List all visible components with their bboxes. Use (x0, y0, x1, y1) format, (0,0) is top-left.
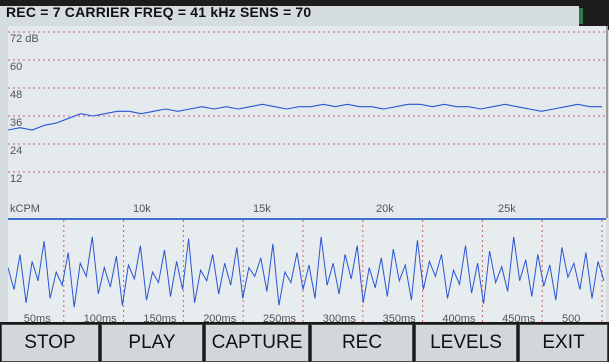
levels-y-tick: 12 (10, 173, 22, 185)
spectrum-chart-panel: 50ms 100ms 150ms 200ms 250ms 300ms 350ms 400ms 4… (7, 218, 606, 325)
top-bezel (0, 0, 609, 6)
levels-x-tick: 20k (376, 203, 394, 215)
button-bar: STOP PLAY CAPTURE REC LEVELS EXIT (0, 322, 609, 362)
status-indicator (579, 8, 583, 24)
levels-x-tick: 10k (133, 203, 151, 215)
levels-y-tick: 72 dB (10, 33, 39, 45)
stop-button[interactable]: STOP (1, 324, 99, 362)
levels-button[interactable]: LEVELS (415, 324, 517, 362)
levels-y-tick: 60 (10, 61, 22, 73)
rec-button[interactable]: REC (311, 324, 413, 362)
levels-y-tick: 36 (10, 117, 22, 129)
levels-chart: 72 dB 60 48 36 24 12 kCPM 10k 15k 20k 25k (7, 31, 606, 215)
capture-button[interactable]: CAPTURE (205, 324, 309, 362)
levels-x-unit: kCPM (10, 203, 40, 215)
exit-button[interactable]: EXIT (519, 324, 608, 362)
spectrum-chart: 50ms 100ms 150ms 200ms 250ms 300ms 350ms 400ms 4… (7, 220, 605, 325)
bezel-corner (579, 0, 609, 30)
levels-y-tick: 48 (10, 89, 22, 101)
spectrum-trace (7, 236, 605, 308)
levels-trace (7, 103, 602, 131)
levels-x-tick: 15k (253, 203, 271, 215)
status-header: REC = 7 CARRIER FREQ = 41 kHz SENS = 70 (6, 4, 312, 20)
levels-chart-panel: 72 dB 60 48 36 24 12 kCPM 10k 15k 20k 25k (7, 26, 608, 218)
play-button[interactable]: PLAY (101, 324, 203, 362)
levels-x-tick: 25k (498, 203, 516, 215)
levels-y-tick: 24 (10, 145, 22, 157)
